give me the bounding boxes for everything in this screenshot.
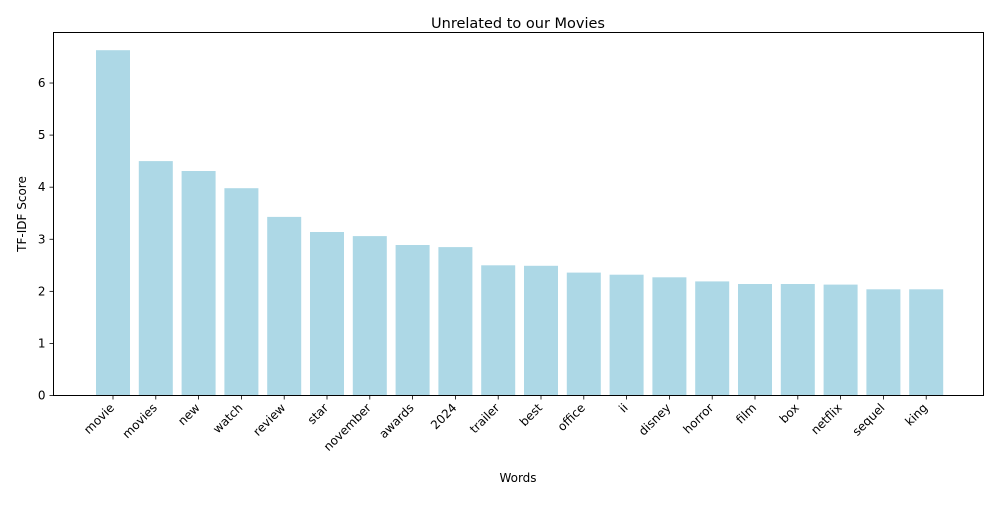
bar-review — [267, 216, 302, 396]
bar-movie — [96, 50, 130, 396]
bars-layer — [96, 50, 944, 396]
y-tick-label: 3 — [38, 232, 46, 246]
y-tick-label: 0 — [38, 389, 46, 403]
axes-layer — [53, 32, 984, 396]
bar-office — [566, 272, 601, 396]
bar-box — [780, 284, 815, 396]
y-ticks-layer: 0 1 2 3 4 5 6 — [38, 76, 54, 403]
x-axis-title: Words — [499, 471, 536, 485]
bar-movies — [138, 161, 173, 396]
y-tick-label: 2 — [38, 284, 46, 298]
y-tick-label: 1 — [38, 336, 46, 350]
y-axis-title: TF-IDF Score — [15, 176, 29, 253]
bar-watch — [224, 188, 259, 396]
bar-disney — [652, 277, 687, 396]
bar-new — [181, 171, 216, 396]
plot-area-frame — [53, 32, 984, 396]
bar-horror — [695, 281, 730, 396]
y-tick-label: 6 — [38, 76, 46, 90]
y-tick-label: 5 — [38, 128, 46, 142]
bar-best — [524, 265, 558, 396]
bar-netflix — [823, 284, 858, 396]
bar-november — [352, 236, 387, 396]
y-tick-label: 4 — [38, 180, 46, 194]
bar-sequel — [866, 289, 901, 396]
bar-2024 — [438, 247, 473, 396]
bar-ii — [609, 274, 644, 396]
bar-awards — [395, 245, 430, 396]
bar-star — [310, 232, 344, 396]
bar-king — [909, 289, 944, 396]
bar-film — [738, 284, 772, 396]
chart-title: Unrelated to our Movies — [431, 16, 605, 32]
bar-trailer — [481, 265, 516, 396]
